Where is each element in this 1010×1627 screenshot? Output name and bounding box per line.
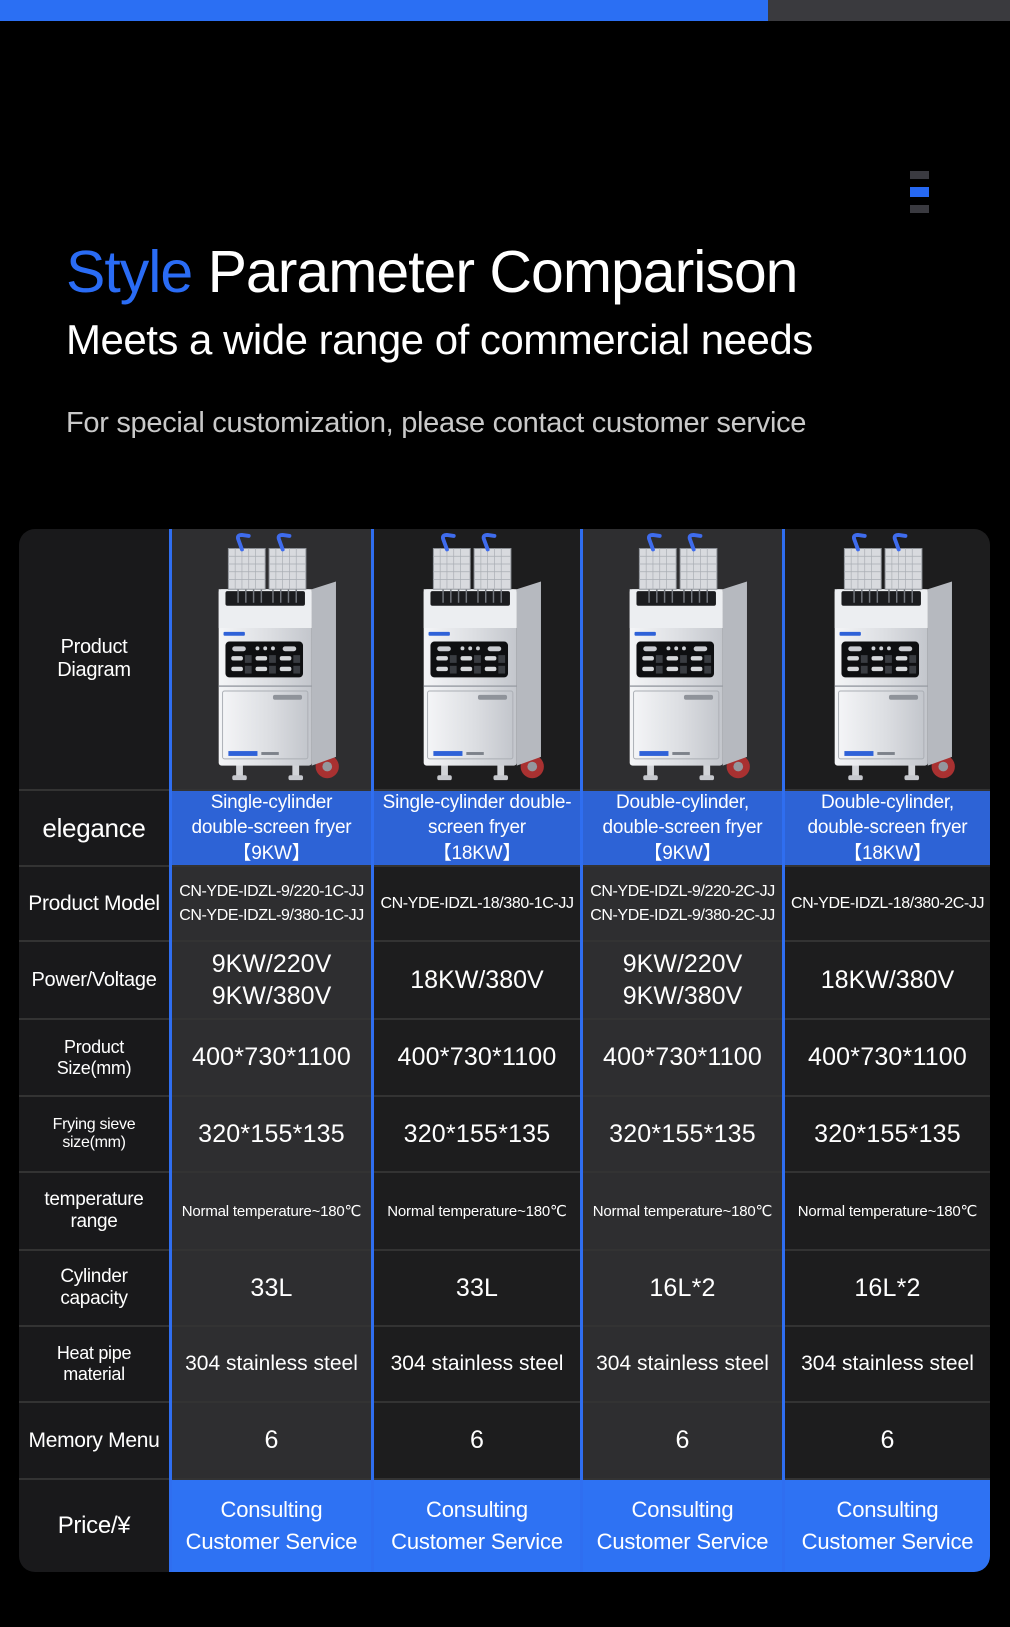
voltage-line: 9KW/380V	[211, 982, 332, 1010]
product-size-cell: 400*730*1100	[374, 1020, 580, 1097]
fryer-image-icon	[382, 533, 572, 785]
product-power: 【18KW】	[843, 842, 932, 864]
cylinder-capacity-cell: 33L	[374, 1251, 580, 1327]
product-name-header: Single-cylinder double-screen fryer 【18K…	[374, 791, 580, 867]
product-size-cell: 400*730*1100	[583, 1020, 782, 1097]
product-model-cell: CN-YDE-IDZL-18/380-1C-JJ	[374, 867, 580, 942]
frying-sieve-cell: 320*155*135	[583, 1097, 782, 1173]
product-photo	[785, 529, 990, 791]
voltage-line: 9KW/220V	[622, 949, 743, 978]
page-subtitle: Meets a wide range of commercial needs	[66, 315, 813, 363]
deco-bar-gray-icon	[910, 205, 929, 213]
power-voltage-cell: 9KW/220V 9KW/380V	[172, 942, 371, 1020]
memory-menu-cell: 6	[172, 1403, 371, 1480]
cylinder-capacity-cell: 16L*2	[583, 1251, 782, 1327]
product-power: 【9KW】	[232, 842, 311, 864]
product-power: 【9KW】	[643, 842, 722, 864]
voltage-line: 18KW/380V	[410, 965, 544, 994]
model-line: CN-YDE-IDZL-9/220-2C-JJ	[590, 882, 775, 900]
top-bar-gray-segment	[768, 0, 1010, 21]
model-line: CN-YDE-IDZL-9/220-1C-JJ	[179, 882, 364, 900]
memory-menu-cell: 6	[583, 1403, 782, 1480]
voltage-line: 18KW/380V	[820, 965, 955, 994]
fryer-image-icon	[588, 533, 778, 785]
product-model-cell: CN-YDE-IDZL-9/220-2C-JJ CN-YDE-IDZL-9/38…	[583, 867, 782, 942]
voltage-line: 9KW/220V	[211, 949, 332, 978]
row-label-memory-menu: Memory Menu	[19, 1403, 169, 1480]
heat-pipe-cell: 304 stainless steel	[583, 1327, 782, 1403]
product-column-1: Single-cylinder double-screen fryer 【9KW…	[169, 529, 374, 1572]
row-label-temperature: temperature range	[19, 1173, 169, 1251]
model-line: CN-YDE-IDZL-18/380-2C-JJ	[790, 894, 985, 912]
product-name-header: Single-cylinder double-screen fryer 【9KW…	[172, 791, 371, 867]
product-model-cell: CN-YDE-IDZL-18/380-2C-JJ	[785, 867, 990, 942]
row-label-cylinder-capacity: Cylinder capacity	[19, 1251, 169, 1327]
top-accent-bar	[0, 0, 1010, 21]
temperature-cell: Normal temperature~180℃	[374, 1173, 580, 1251]
row-label-product-size: Product Size(mm)	[19, 1020, 169, 1097]
price-cell[interactable]: Consulting Customer Service	[172, 1480, 371, 1572]
model-line: CN-YDE-IDZL-9/380-1C-JJ	[179, 906, 364, 924]
customization-note: For special customization, please contac…	[66, 407, 807, 439]
row-label-product-model: Product Model	[19, 867, 169, 942]
product-photo	[374, 529, 580, 791]
power-voltage-cell: 9KW/220V 9KW/380V	[583, 942, 782, 1020]
row-label-elegance: elegance	[19, 791, 169, 867]
product-size-cell: 400*730*1100	[172, 1020, 371, 1097]
voltage-line: 9KW/380V	[622, 982, 743, 1010]
row-label-price: Price/¥	[19, 1480, 169, 1572]
product-name: Single-cylinder double-screen fryer	[382, 791, 572, 839]
row-label-power-voltage: Power/Voltage	[19, 942, 169, 1020]
row-label-heat-pipe: Heat pipe material	[19, 1327, 169, 1403]
memory-menu-cell: 6	[785, 1403, 990, 1480]
temperature-cell: Normal temperature~180℃	[785, 1173, 990, 1251]
frying-sieve-cell: 320*155*135	[785, 1097, 990, 1173]
heat-pipe-cell: 304 stainless steel	[172, 1327, 371, 1403]
product-name-header: Double-cylinder, double-screen fryer 【18…	[785, 791, 990, 867]
product-name-header: Double-cylinder, double-screen fryer 【9K…	[583, 791, 782, 867]
memory-menu-cell: 6	[374, 1403, 580, 1480]
heat-pipe-cell: 304 stainless steel	[785, 1327, 990, 1403]
page-title-accent: Style	[66, 238, 193, 305]
model-line: CN-YDE-IDZL-18/380-1C-JJ	[380, 894, 574, 912]
product-name: Single-cylinder double-screen fryer	[191, 791, 352, 839]
price-cell[interactable]: Consulting Customer Service	[785, 1480, 990, 1572]
frying-sieve-cell: 320*155*135	[374, 1097, 580, 1173]
temperature-cell: Normal temperature~180℃	[172, 1173, 371, 1251]
price-cell[interactable]: Consulting Customer Service	[583, 1480, 782, 1572]
power-voltage-cell: 18KW/380V	[374, 942, 580, 1020]
product-name: Double-cylinder, double-screen fryer	[807, 791, 968, 839]
deco-bars	[910, 171, 929, 213]
power-voltage-cell: 18KW/380V	[785, 942, 990, 1020]
product-photo	[172, 529, 371, 791]
cylinder-capacity-cell: 33L	[172, 1251, 371, 1327]
model-line: CN-YDE-IDZL-9/380-2C-JJ	[590, 906, 775, 924]
temperature-cell: Normal temperature~180℃	[583, 1173, 782, 1251]
top-bar-blue-segment	[0, 0, 768, 21]
product-column-2: Single-cylinder double-screen fryer 【18K…	[374, 529, 580, 1572]
product-power: 【18KW】	[432, 842, 522, 864]
product-size-cell: 400*730*1100	[785, 1020, 990, 1097]
product-column-3: Double-cylinder, double-screen fryer 【9K…	[580, 529, 785, 1572]
deco-bar-blue-icon	[910, 187, 929, 197]
product-model-cell: CN-YDE-IDZL-9/220-1C-JJ CN-YDE-IDZL-9/38…	[172, 867, 371, 942]
comparison-table: Product Diagram elegance Product Model P…	[19, 529, 990, 1572]
fryer-image-icon	[177, 533, 367, 785]
frying-sieve-cell: 320*155*135	[172, 1097, 371, 1173]
product-column-4: Double-cylinder, double-screen fryer 【18…	[785, 529, 990, 1572]
product-name: Double-cylinder, double-screen fryer	[602, 791, 763, 839]
row-label-product-diagram: Product Diagram	[19, 529, 169, 791]
heat-pipe-cell: 304 stainless steel	[374, 1327, 580, 1403]
page-title: Style Parameter Comparison	[66, 238, 799, 306]
row-label-frying-sieve: Frying sieve size(mm)	[19, 1097, 169, 1173]
page-title-rest: Parameter Comparison	[192, 238, 799, 305]
fryer-image-icon	[793, 533, 983, 785]
product-photo	[583, 529, 782, 791]
cylinder-capacity-cell: 16L*2	[785, 1251, 990, 1327]
price-cell[interactable]: Consulting Customer Service	[374, 1480, 580, 1572]
deco-bar-gray-icon	[910, 171, 929, 179]
row-labels-column: Product Diagram elegance Product Model P…	[19, 529, 169, 1572]
